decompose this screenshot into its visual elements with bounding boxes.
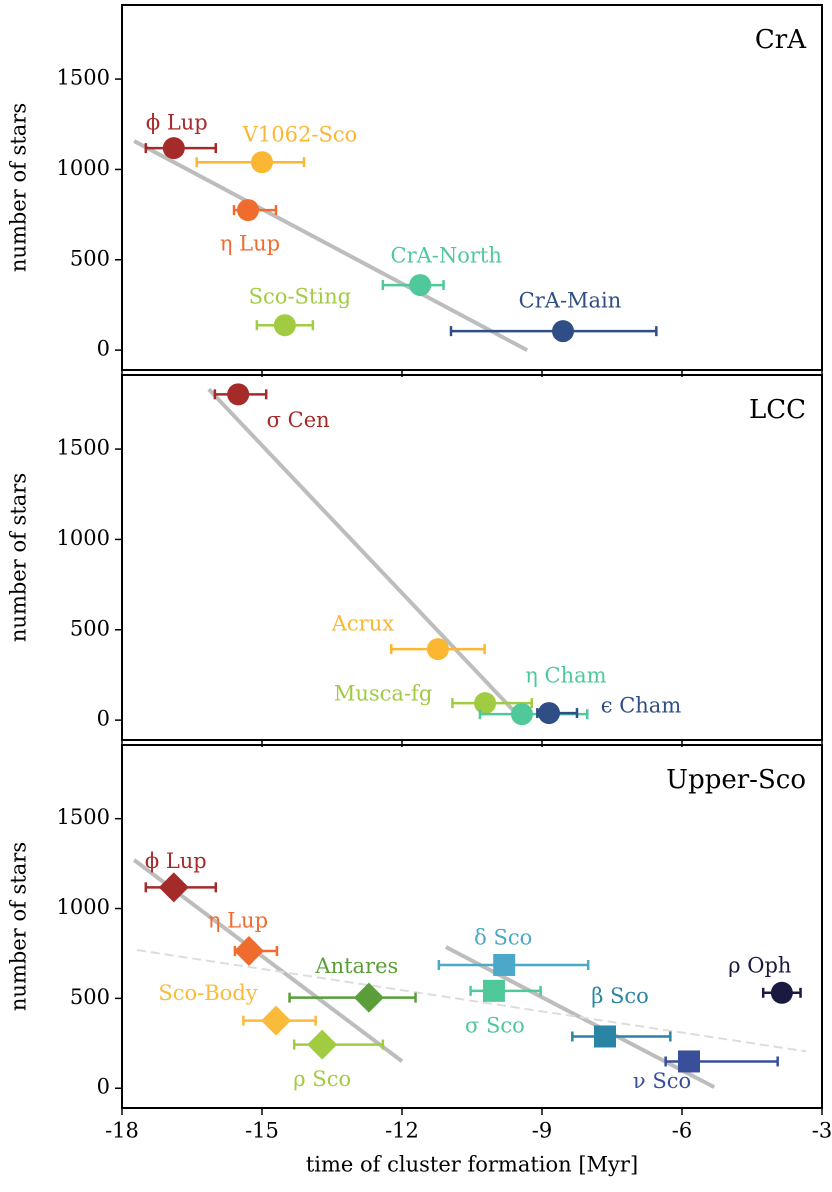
y-tick-label: 1000: [57, 895, 110, 919]
point: [273, 314, 296, 337]
point-label: CrA-North: [391, 244, 502, 268]
point-label: β Sco: [591, 984, 649, 1008]
point: [251, 151, 273, 174]
y-tick-label: 500: [70, 985, 110, 1009]
point: [474, 692, 497, 715]
point: [552, 320, 574, 343]
point-label: V1062-Sco: [242, 123, 358, 147]
error-bar: [571, 1031, 672, 1042]
point: [409, 274, 432, 297]
trend-line: [136, 949, 807, 1053]
y-tick-label: 0: [97, 707, 110, 731]
error-bar: [469, 985, 542, 996]
x-tick-label: -12: [385, 1119, 419, 1143]
point-label: η Lup: [220, 232, 280, 256]
error-bar: [288, 992, 417, 1003]
panel-frame: [121, 4, 823, 371]
trend-line: [207, 387, 515, 712]
point-label: ρ Oph: [728, 953, 791, 977]
y-tick-label: 0: [97, 337, 110, 361]
point: [307, 1029, 338, 1060]
y-tick-label: 1000: [57, 156, 110, 180]
y-tick-label: 1000: [57, 526, 110, 550]
point: [594, 1025, 616, 1048]
point: [770, 981, 793, 1004]
x-axis-label: time of cluster formation [Myr]: [306, 1153, 638, 1177]
panel-title: Upper-Sco: [666, 765, 806, 795]
x-tick-label: -6: [672, 1119, 692, 1143]
y-tick-label: 500: [70, 616, 110, 640]
point: [510, 703, 533, 726]
point: [227, 383, 250, 406]
point-label: Sco-Sting: [249, 285, 351, 309]
point-label: Musca-fg: [334, 682, 432, 706]
point-label: Acrux: [331, 612, 394, 636]
panel-title: CrA: [755, 25, 807, 55]
y-axis-label: number of stars: [7, 842, 31, 1011]
y-tick-label: 1500: [57, 66, 110, 90]
point-label: Sco-Body: [158, 981, 257, 1005]
error-bar: [195, 157, 306, 168]
y-axis-label: number of stars: [7, 473, 31, 642]
point-label: σ Cen: [267, 408, 330, 432]
x-tick-label: -9: [532, 1119, 552, 1143]
panel-frame: [121, 744, 823, 1109]
point: [538, 702, 560, 725]
point: [261, 1005, 291, 1036]
point-label: η Cham: [525, 664, 606, 688]
point-label: ϵ Cham: [601, 694, 682, 718]
point: [426, 638, 449, 661]
point-label: CrA-Main: [519, 289, 622, 313]
x-tick-label: -3: [812, 1119, 832, 1143]
point-label: ρ Sco: [293, 1067, 351, 1091]
point-label: η Lup: [208, 908, 268, 932]
point-label: δ Sco: [474, 925, 532, 949]
point: [353, 982, 384, 1013]
panel-frame: [121, 374, 823, 741]
point: [678, 1050, 700, 1073]
x-tick-label: -18: [105, 1119, 139, 1143]
point-label: ν Sco: [633, 1069, 691, 1093]
y-axis-label: number of stars: [7, 103, 31, 272]
point-label: ϕ Lup: [145, 849, 207, 873]
point-label: σ Sco: [465, 1013, 525, 1037]
y-tick-label: 1500: [57, 805, 110, 829]
y-tick-label: 0: [97, 1075, 110, 1099]
point: [493, 953, 516, 976]
y-tick-label: 1500: [57, 436, 110, 460]
x-tick-label: -15: [245, 1119, 279, 1143]
panel-title: LCC: [749, 395, 806, 425]
point: [158, 872, 189, 903]
point: [237, 199, 259, 222]
point-label: ϕ Lup: [146, 111, 208, 135]
point: [162, 137, 185, 160]
y-tick-label: 500: [70, 246, 110, 270]
point: [233, 935, 264, 966]
trend-line: [133, 139, 529, 352]
point-label: Antares: [314, 954, 398, 978]
point: [482, 979, 505, 1002]
